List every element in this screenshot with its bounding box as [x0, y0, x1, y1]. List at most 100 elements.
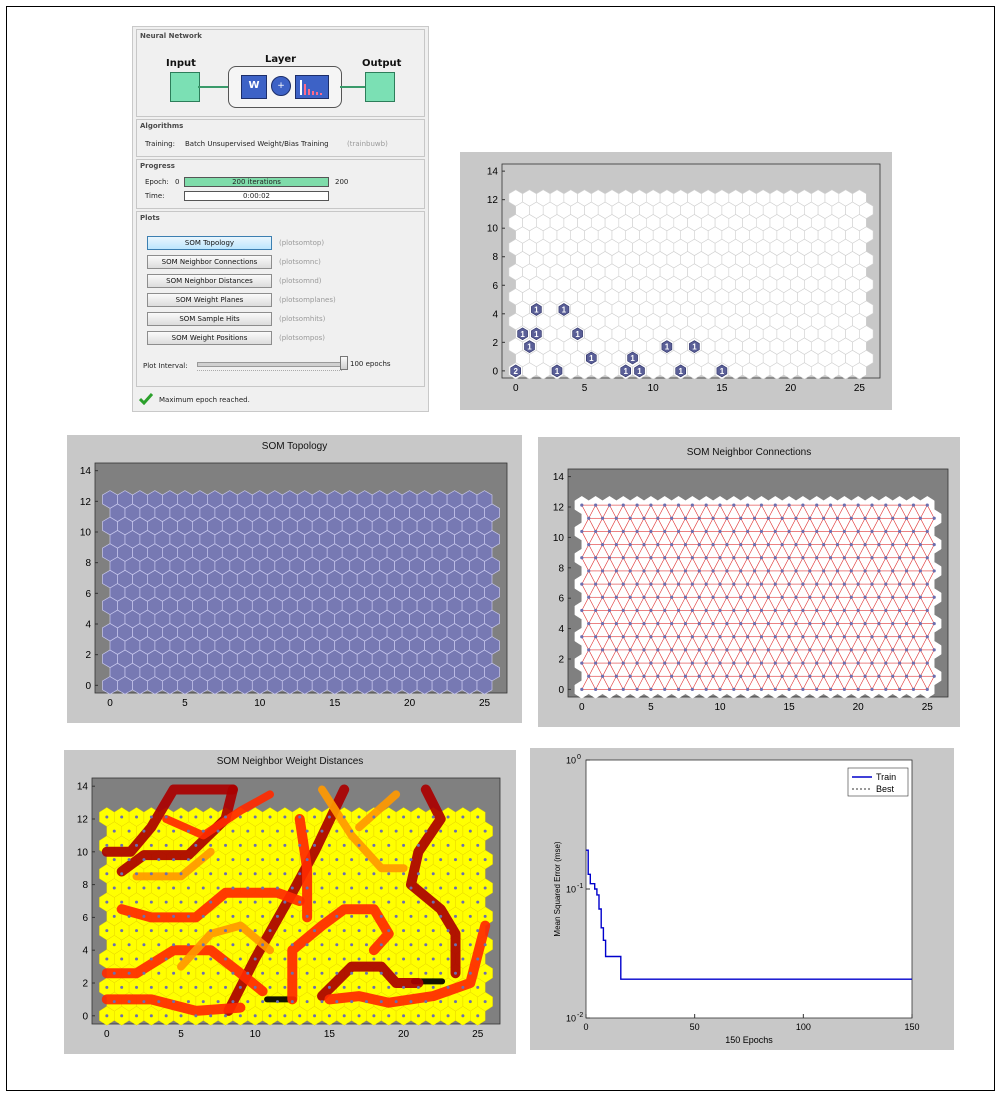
neuron-dot — [120, 929, 124, 933]
neighbor-link — [671, 557, 679, 572]
neighbor-link — [643, 662, 652, 677]
neighbor-link — [892, 623, 900, 637]
neighbor-link — [657, 636, 665, 651]
neighbor-link — [920, 662, 928, 677]
neighbor-link — [768, 662, 776, 677]
neighbor-link — [906, 583, 914, 598]
neuron-dot — [732, 582, 736, 586]
neighbor-link — [781, 583, 790, 598]
neuron-dot — [773, 687, 777, 691]
neighbor-link — [650, 676, 659, 690]
y-tick-exponent: 0 — [577, 754, 581, 761]
som-neighbor-connections-button[interactable]: SOM Neighbor Connections — [147, 255, 272, 269]
neighbor-link — [623, 557, 631, 572]
distance-ridge — [318, 785, 408, 873]
som-weight-positions-button[interactable]: SOM Weight Positions — [147, 331, 272, 345]
neuron-dot — [835, 569, 840, 573]
neuron-dot — [787, 529, 791, 534]
neighbor-link — [609, 649, 617, 664]
hit-marker — [716, 364, 728, 378]
neuron-dot — [600, 516, 605, 520]
neuron-dot — [105, 900, 109, 904]
neighbor-link — [747, 676, 755, 690]
neuron-dot — [711, 516, 715, 520]
neighbor-link — [913, 583, 921, 598]
neighbor-link — [864, 662, 873, 677]
neuron-dot — [431, 843, 435, 847]
weight-distances-figure: SOM Neighbor Weight Distances 0 5 10 15 20 25… — [64, 750, 516, 1054]
neighbor-link — [775, 610, 783, 624]
train-series-line — [586, 849, 912, 980]
neighbor-link — [899, 531, 907, 545]
neighbor-link — [761, 649, 769, 664]
neighbor-link — [747, 662, 755, 677]
neighbor-link — [747, 636, 755, 651]
som-weight-planes-button[interactable]: SOM Weight Planes — [147, 293, 272, 307]
neuron-dot — [120, 985, 124, 989]
neuron-dot — [704, 687, 708, 691]
neuron-dot — [725, 674, 729, 678]
neuron-dot — [468, 858, 472, 862]
neuron-dot — [732, 661, 736, 665]
neuron-dot — [387, 872, 391, 876]
neighbor-link — [892, 676, 900, 690]
neuron-dot — [290, 914, 294, 918]
weight-distances-title: SOM Neighbor Weight Distances — [216, 756, 364, 767]
neighbor-link — [747, 504, 755, 519]
x-tick-label: 10 — [250, 1029, 262, 1040]
neuron-dot — [275, 858, 279, 862]
neighbor-link — [636, 597, 645, 611]
neighbor-link — [781, 557, 790, 572]
neighbor-link — [885, 504, 893, 519]
som-sample-hits-button[interactable]: SOM Sample Hits — [147, 312, 272, 326]
neuron-dot — [439, 858, 443, 862]
neuron-dot — [216, 914, 220, 918]
neighbor-link — [588, 531, 596, 545]
neuron-dot — [320, 914, 324, 918]
som-topology-button[interactable]: SOM Topology — [147, 236, 272, 250]
plot-interval-track[interactable] — [197, 362, 344, 367]
neuron-dot — [253, 929, 257, 933]
neighbor-link — [747, 597, 755, 611]
neighbor-link — [892, 649, 900, 664]
neighbor-link — [864, 544, 873, 558]
neuron-dot — [815, 687, 819, 691]
neuron-dot — [357, 985, 361, 989]
neuron-dot — [105, 843, 109, 847]
neuron-dot — [283, 815, 287, 819]
neuron-dot — [621, 582, 625, 586]
som-neighbor-distances-button[interactable]: SOM Neighbor Distances — [147, 274, 272, 288]
neuron-dot — [815, 608, 819, 613]
neighbor-link — [685, 557, 693, 572]
neuron-dot — [468, 1000, 472, 1004]
neighbor-link — [830, 583, 838, 598]
neuron-dot — [402, 900, 406, 904]
neuron-dot — [773, 503, 777, 507]
neuron-dot — [402, 843, 406, 847]
plot-interval-slider-handle[interactable] — [340, 356, 348, 370]
neuron-dot — [918, 648, 922, 652]
neuron-dot — [320, 858, 324, 862]
neighbor-link — [726, 649, 735, 664]
neighbor-link — [740, 583, 748, 598]
neighbor-link — [899, 544, 907, 558]
neighbor-link — [795, 610, 804, 624]
neighbor-link — [802, 518, 811, 532]
neighbor-link — [816, 570, 824, 585]
neighbor-link — [913, 518, 921, 532]
neighbor-link — [906, 557, 914, 572]
neuron-dot — [587, 516, 591, 520]
neighbor-link — [719, 570, 728, 585]
neighbor-link — [802, 636, 811, 651]
neighbor-link — [788, 583, 797, 598]
neuron-dot — [676, 529, 681, 534]
neuron-dot — [209, 900, 213, 904]
neighbor-link — [892, 557, 900, 572]
neighbor-link — [747, 544, 755, 558]
neighbor-link — [657, 610, 665, 624]
neuron-dot — [186, 914, 190, 918]
neuron-dot — [580, 608, 584, 613]
neighbor-link — [768, 531, 776, 545]
neuron-dot — [621, 529, 625, 534]
neuron-dot — [600, 569, 605, 573]
